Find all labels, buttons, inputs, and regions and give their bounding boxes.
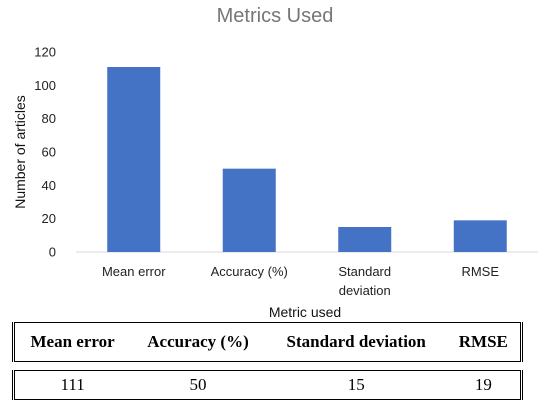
table-cell: 15: [347, 375, 365, 394]
table-header-cell: Standard deviation: [286, 332, 426, 351]
y-tick-label: 60: [42, 145, 56, 160]
x-tick-label: Standard: [338, 264, 391, 279]
x-axis-category-labels: Mean error Accuracy (%) Standard deviation R…: [102, 264, 499, 298]
bar: [107, 67, 161, 252]
y-axis-label: Number of articles: [12, 95, 28, 209]
x-tick-label: RMSE: [461, 264, 499, 279]
x-tick-label: deviation: [339, 283, 391, 298]
bar: [222, 168, 276, 252]
y-tick-label: 80: [42, 111, 56, 126]
y-tick-label: 20: [42, 211, 56, 226]
y-tick-label: 120: [34, 45, 56, 60]
table-header-cell: RMSE: [446, 322, 523, 362]
summary-table: Mean error Accuracy (%) Standard deviati…: [12, 322, 523, 400]
x-tick-label: Accuracy (%): [211, 264, 288, 279]
table-cell: 111: [12, 370, 131, 400]
table-header-cell: Mean error: [12, 322, 131, 362]
bar: [338, 227, 392, 252]
table-header-row: Mean error Accuracy (%) Standard deviati…: [12, 322, 523, 362]
y-tick-label: 40: [42, 178, 56, 193]
x-axis-label: Metric used: [269, 304, 341, 320]
bar: [453, 220, 507, 252]
bars: [107, 67, 507, 252]
bar-chart: 0 20 40 60 80 100 120 Mean error Accuracy (%) St…: [12, 45, 538, 320]
table-cell: 19: [446, 370, 523, 400]
table-cell: 50: [189, 375, 207, 394]
table-row: 111 50 15 19: [12, 370, 523, 400]
y-tick-label: 100: [34, 78, 56, 93]
table-header-cell: Accuracy (%): [147, 332, 249, 351]
y-tick-label: 0: [49, 245, 56, 260]
x-tick-label: Mean error: [102, 264, 166, 279]
summary-table-container: Mean error Accuracy (%) Standard deviati…: [12, 322, 523, 400]
chart-title: Metrics Used: [216, 5, 334, 27]
y-axis-ticks: 0 20 40 60 80 100 120: [34, 45, 56, 260]
